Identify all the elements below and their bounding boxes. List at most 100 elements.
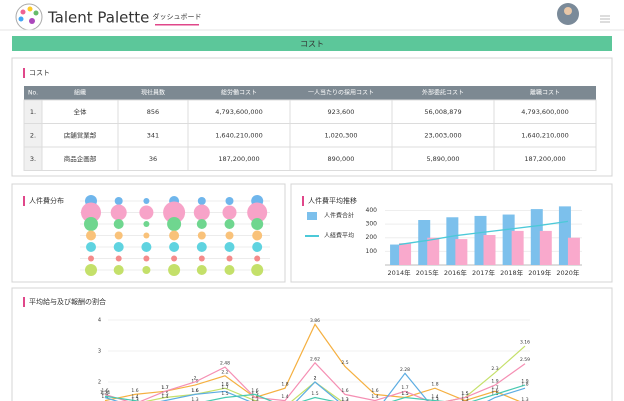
data-label: 1.6	[101, 388, 108, 394]
title-accent	[302, 196, 304, 206]
data-label: 1.5	[461, 391, 468, 397]
data-label: 1.5	[461, 391, 468, 397]
y-tick-label: 400	[366, 207, 378, 214]
data-label: 1.4	[131, 394, 138, 400]
x-tick-label: 2016年	[444, 268, 468, 277]
bubble	[143, 232, 150, 239]
bubble	[114, 197, 123, 205]
bubble	[141, 242, 152, 252]
bubble	[168, 264, 181, 276]
bar	[511, 230, 524, 265]
y-tick-label: 300	[366, 221, 378, 228]
data-label: 1.7	[161, 385, 168, 391]
bubble	[251, 218, 264, 230]
bubble	[142, 266, 151, 274]
data-label: 1.8	[521, 382, 528, 388]
nav-tab[interactable]: ダッシュボード	[153, 12, 202, 21]
data-label: 1.4	[431, 394, 438, 400]
data-label: 1.3	[461, 397, 468, 401]
table-cell: 187,200,000	[218, 155, 259, 163]
title-accent	[23, 196, 25, 206]
data-label: 1.4	[281, 394, 288, 400]
data-label: 1.3	[251, 397, 258, 401]
bar	[427, 237, 440, 265]
column-header: No.	[28, 90, 38, 97]
bar	[399, 243, 412, 265]
table-header	[24, 86, 596, 100]
logo-dot	[29, 18, 35, 24]
legend-swatch	[307, 212, 317, 220]
data-label: 1.5	[311, 391, 318, 397]
bubble	[139, 205, 154, 220]
bubble	[163, 201, 186, 224]
table-cell: 5,890,000	[426, 155, 459, 163]
data-label: 2	[314, 376, 317, 382]
bubble	[86, 242, 96, 252]
bubble	[197, 231, 206, 240]
logo-text: Talent Palette	[47, 9, 149, 27]
table-cell: 923,600	[328, 108, 355, 116]
legend-label: 人件費合計	[324, 212, 354, 220]
x-tick-label: 2019年	[528, 268, 552, 277]
data-label: 1.5	[221, 391, 228, 397]
table-cell: 36	[149, 155, 157, 163]
column-header: 総労働コスト	[221, 89, 257, 97]
bubble	[114, 231, 123, 240]
data-label: 1.4	[371, 394, 378, 400]
y-tick-label: 4	[98, 318, 101, 324]
table-cell: 商品企画部	[64, 154, 97, 163]
bubble	[196, 242, 207, 252]
x-tick-label: 2017年	[472, 268, 496, 277]
data-label: 1.3	[521, 397, 528, 401]
line-series	[104, 384, 526, 401]
bar	[455, 239, 468, 265]
x-tick-label: 2014年	[388, 268, 412, 277]
data-label: 1.3	[191, 397, 198, 401]
data-label: 1.8	[431, 382, 438, 388]
menu-icon[interactable]	[600, 15, 610, 23]
x-tick-label: 2020年	[556, 268, 580, 277]
bubble	[169, 230, 180, 241]
logo[interactable]: Talent Palette	[15, 3, 149, 31]
bubble	[113, 242, 124, 252]
data-label: 1.6	[491, 388, 498, 394]
data-label: 1.3	[431, 397, 438, 401]
table-cell: 23,003,000	[424, 132, 461, 140]
table-cell: 2.	[30, 132, 36, 140]
panel-title: コスト	[29, 69, 50, 77]
data-label: 2.5	[341, 360, 348, 366]
tab-underline	[155, 24, 199, 26]
line-series	[104, 361, 526, 401]
table-cell: 1,640,210,000	[521, 132, 569, 140]
logo-dot	[27, 6, 33, 12]
line-series	[104, 323, 521, 401]
table-cell: 856	[147, 108, 159, 116]
table-cell: 店舗営業部	[64, 131, 97, 140]
data-label: 1.54	[100, 390, 110, 396]
x-tick-label: 2018年	[500, 268, 524, 277]
data-label: 2	[314, 376, 317, 382]
data-label: 1.6	[191, 388, 198, 394]
table-cell: 890,000	[328, 155, 355, 163]
data-label: 1.6	[191, 388, 198, 394]
bubble	[88, 255, 94, 262]
table-cell: 341	[147, 132, 159, 140]
bubble	[169, 242, 180, 252]
data-label: 2	[194, 376, 197, 382]
bubble	[247, 202, 268, 223]
bubble	[81, 202, 101, 223]
avatar-face	[564, 7, 572, 15]
x-tick-label: 2015年	[416, 268, 440, 277]
bubble	[222, 205, 237, 220]
bar	[567, 237, 580, 265]
bubble	[193, 204, 210, 221]
data-label: 1.8	[281, 382, 288, 388]
bubble	[198, 255, 205, 262]
bubble	[225, 231, 234, 240]
bubble	[115, 255, 122, 262]
bubble	[84, 217, 98, 231]
table-row	[23, 123, 597, 148]
logo-dot	[20, 9, 26, 15]
table-cell: 全体	[74, 107, 88, 116]
bubble	[226, 255, 233, 262]
